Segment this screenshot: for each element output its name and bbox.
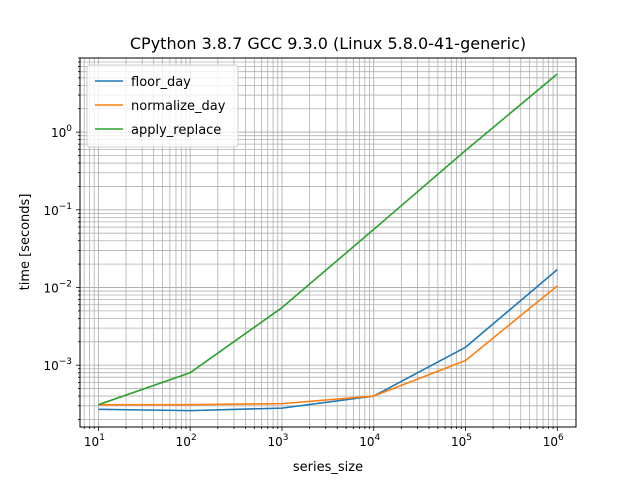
chart-title: CPython 3.8.7 GCC 9.3.0 (Linux 5.8.0-41-… xyxy=(130,34,526,53)
y-axis-label: time [seconds] xyxy=(18,194,33,291)
x-tick-label: 104 xyxy=(359,433,380,449)
legend: floor_day normalize_day apply_replace xyxy=(86,64,239,148)
plot-frame xyxy=(79,57,577,428)
ticks: 101 102 103 104 105 106 10−3 10−2 10−1 100 xyxy=(43,57,564,449)
x-axis-label: series_size xyxy=(293,460,363,475)
series-line-floor_day xyxy=(98,268,558,412)
y-tick-label: 100 xyxy=(51,124,72,140)
y-tick-label: 10−2 xyxy=(43,279,72,295)
x-tick-label: 105 xyxy=(451,433,472,449)
x-tick-label: 102 xyxy=(176,433,197,449)
series-line-normalize_day xyxy=(98,285,558,406)
y-tick-label: 10−1 xyxy=(43,202,72,218)
legend-box xyxy=(86,64,239,148)
x-tick-label: 101 xyxy=(84,433,105,449)
y-tick-label: 10−3 xyxy=(43,357,72,373)
legend-label-apply_replace: apply_replace xyxy=(131,123,221,138)
legend-label-floor_day: floor_day xyxy=(131,75,191,90)
x-tick-label: 103 xyxy=(267,433,288,449)
legend-label-normalize_day: normalize_day xyxy=(131,99,226,114)
x-tick-label: 106 xyxy=(543,433,564,449)
series-line-apply_replace xyxy=(98,73,558,406)
series-lines xyxy=(98,73,558,412)
